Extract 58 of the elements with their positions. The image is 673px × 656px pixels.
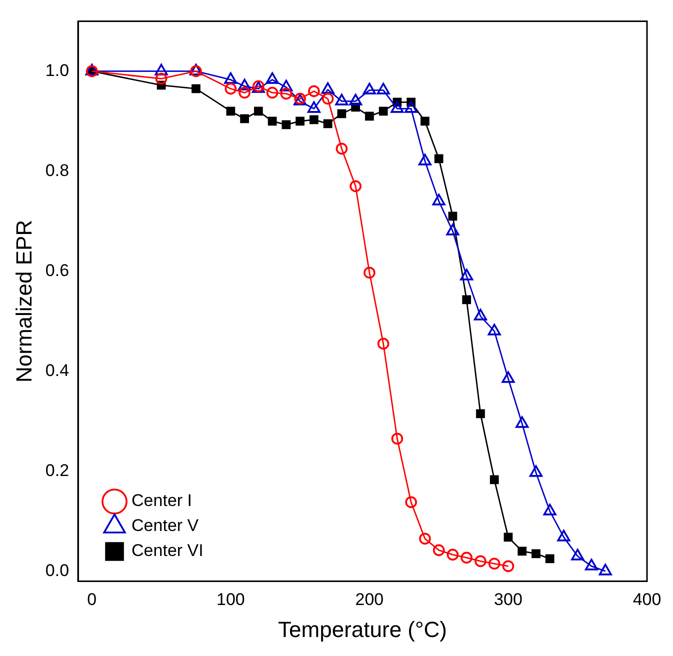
point: [337, 109, 346, 118]
point: [322, 92, 334, 105]
y-tick-label: 1.0: [45, 60, 70, 80]
point: [545, 554, 554, 564]
point: [391, 432, 404, 445]
legend-label: Center I: [132, 491, 192, 510]
legend-label: Center VI: [132, 541, 204, 560]
y-tick-label: 0.4: [45, 360, 70, 380]
point: [432, 544, 445, 556]
point: [280, 88, 292, 100]
point: [504, 532, 513, 542]
point: [434, 154, 444, 164]
point: [377, 338, 390, 350]
point: [336, 142, 348, 155]
y-tick-label: 0.2: [45, 460, 70, 480]
point: [476, 409, 485, 418]
x-tick-label: 300: [494, 590, 522, 610]
point: [420, 116, 430, 126]
x-tick-label: 0: [87, 590, 97, 610]
point: [268, 116, 277, 126]
point: [532, 549, 540, 558]
y-tick-label: 0.8: [45, 160, 70, 180]
point: [405, 496, 417, 508]
point: [226, 106, 236, 116]
point: [518, 546, 527, 556]
point: [308, 85, 320, 98]
x-axis-title: Temperature (°C): [278, 616, 447, 642]
point: [365, 112, 374, 121]
point: [364, 266, 376, 279]
y-tick-label: 0.0: [45, 560, 70, 580]
x-tick-label: 400: [632, 590, 662, 610]
point: [350, 180, 362, 192]
point: [490, 475, 499, 484]
y-axis-title: Normalized EPR: [11, 220, 36, 383]
point: [323, 119, 332, 128]
point: [448, 212, 458, 221]
point: [224, 82, 237, 95]
point: [462, 295, 472, 304]
point: [460, 552, 472, 564]
x-tick-label: 100: [216, 590, 245, 610]
point: [296, 116, 305, 126]
point: [378, 106, 388, 116]
point: [254, 106, 263, 116]
point: [192, 84, 200, 94]
point: [474, 555, 486, 568]
point: [238, 86, 250, 99]
x-tick-label: 200: [355, 590, 384, 610]
point: [446, 548, 459, 561]
point: [155, 72, 168, 85]
point: [266, 86, 278, 99]
point: [240, 114, 249, 124]
point: [282, 120, 291, 130]
point: [488, 558, 500, 570]
point: [310, 115, 318, 124]
point: [419, 532, 431, 545]
point: [502, 560, 514, 572]
y-tick-label: 0.6: [45, 260, 70, 280]
legend-label: Center V: [132, 516, 200, 536]
